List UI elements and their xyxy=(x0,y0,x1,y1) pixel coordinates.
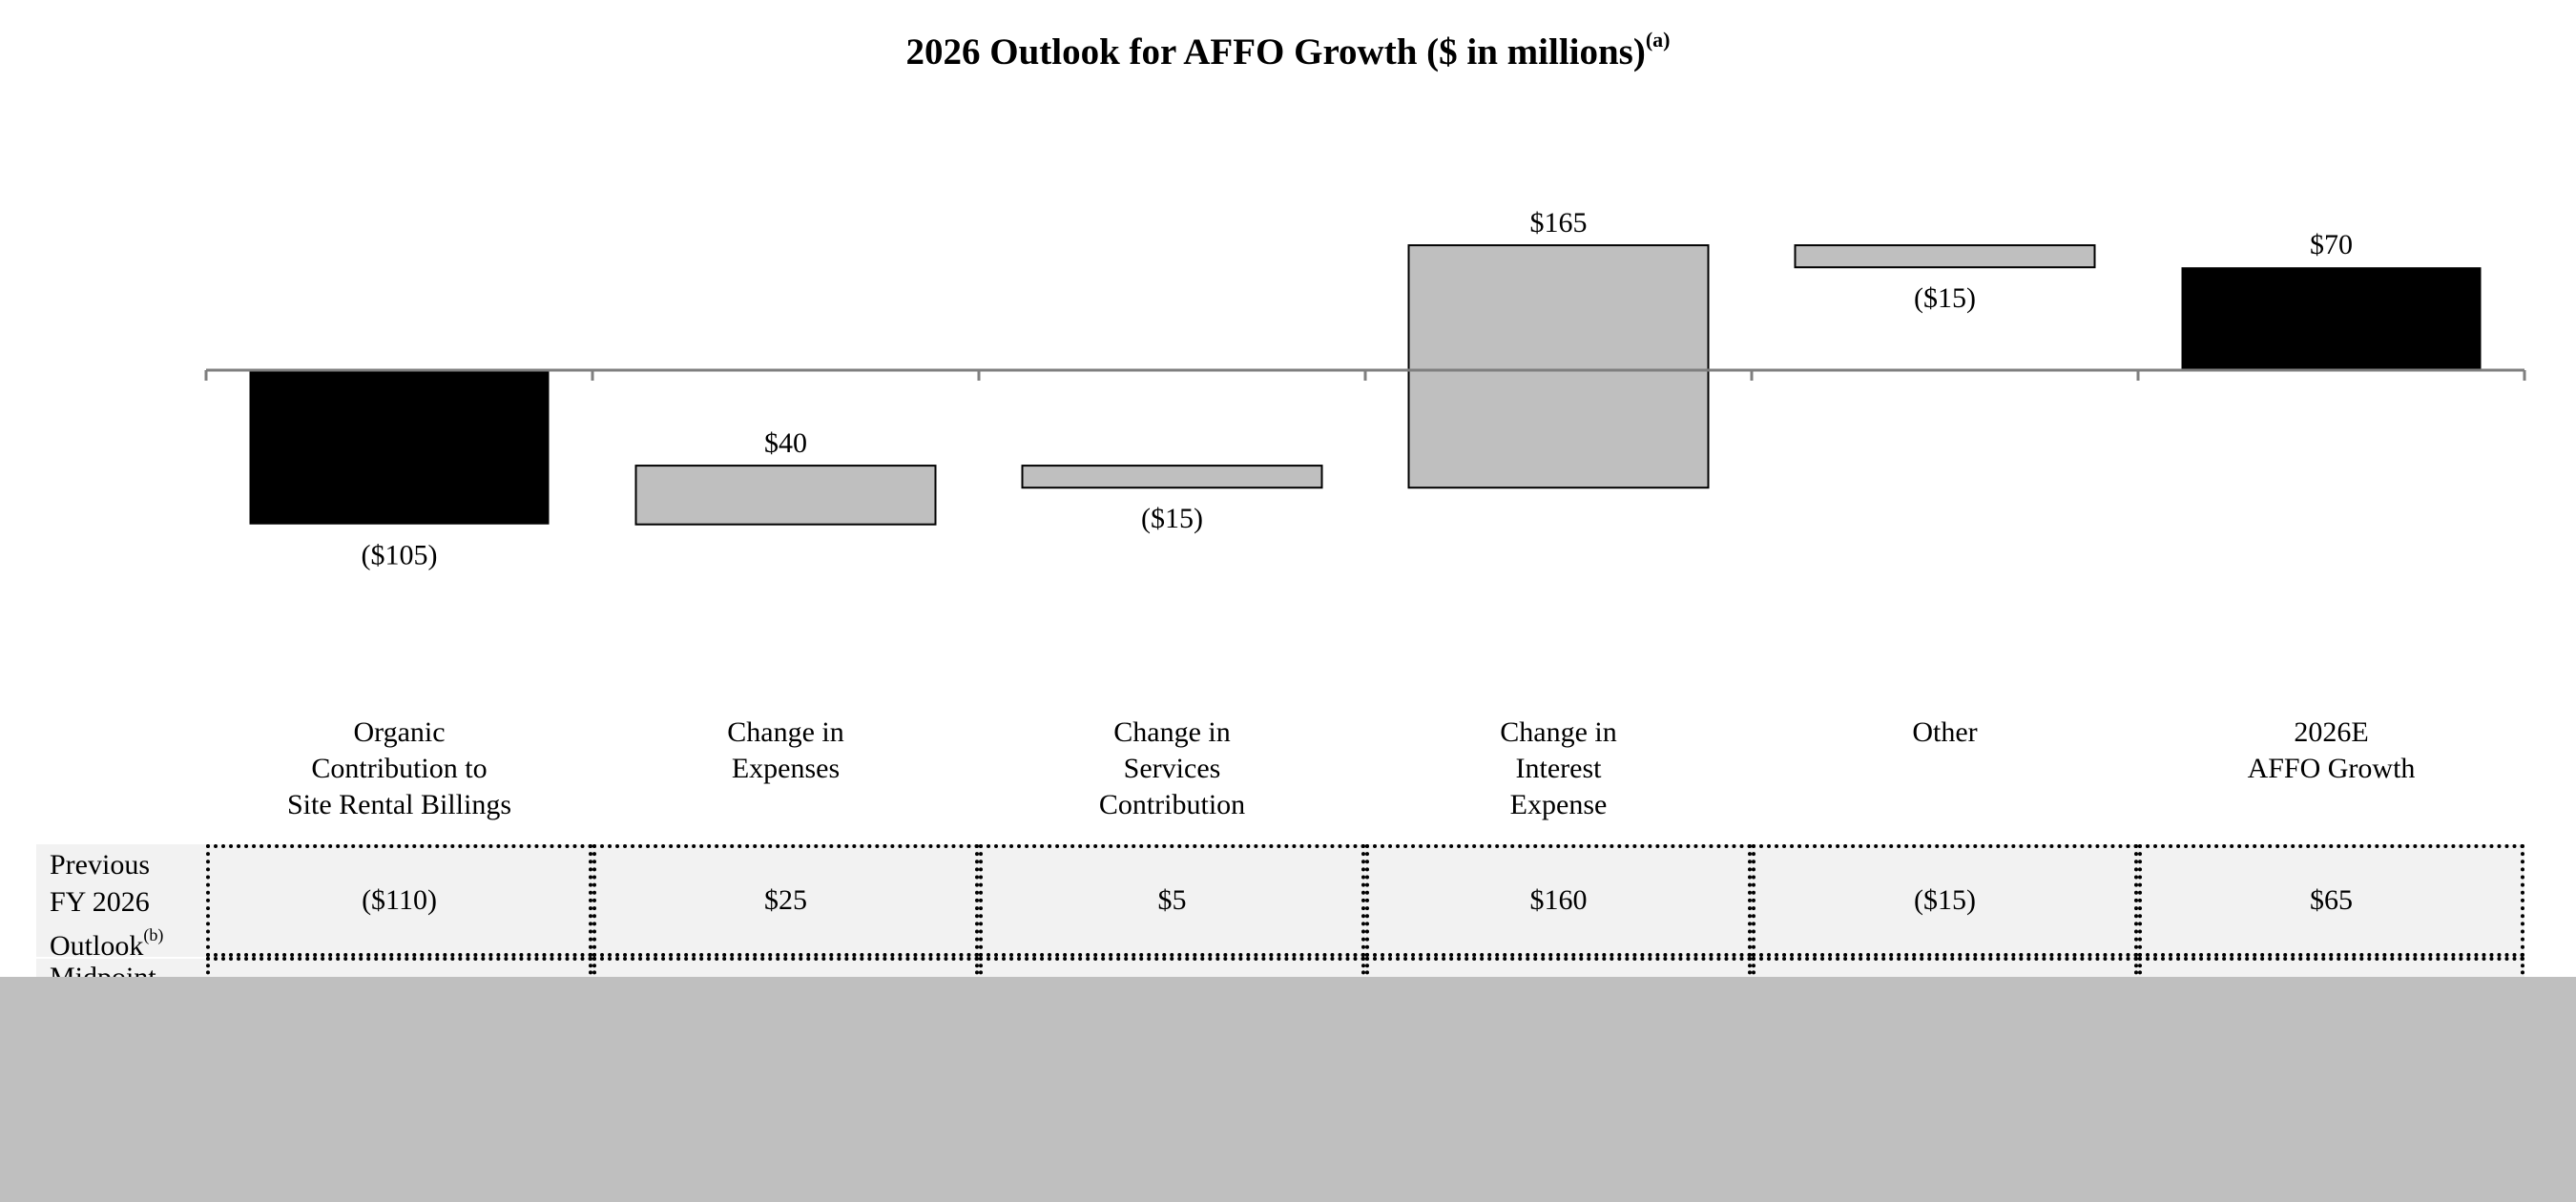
bar-4 xyxy=(1407,244,1710,489)
data-label-5: ($15) xyxy=(1914,282,1976,314)
chart-title: 2026 Outlook for AFFO Growth ($ in milli… xyxy=(0,21,2576,75)
data-label-4: $165 xyxy=(1530,207,1588,238)
bar-3 xyxy=(1021,465,1323,489)
chart-title-text: 2026 Outlook for AFFO Growth ($ in milli… xyxy=(905,31,1646,73)
previous-outlook-cell-5: ($15) xyxy=(1752,844,2138,957)
previous-outlook-cell-3: $5 xyxy=(979,844,1365,957)
bar-6 xyxy=(2181,267,2482,370)
category-label-5: Other xyxy=(1912,716,1978,748)
table-row-header-previous-outlook: Previous FY 2026 Outlook(b) xyxy=(36,844,206,962)
data-label-1: ($105) xyxy=(362,540,438,571)
category-label-3: Change in Services Contribution xyxy=(1098,716,1246,820)
category-label-6: 2026E AFFO Growth xyxy=(2247,716,2416,784)
row-header-text: Previous FY 2026 Outlook xyxy=(50,849,150,962)
previous-outlook-cell-6: $65 xyxy=(2138,844,2524,957)
previous-outlook-cell-1: ($110) xyxy=(206,844,592,957)
previous-outlook-cell-2: $25 xyxy=(592,844,979,957)
chart-title-footnote: (a) xyxy=(1645,28,1671,52)
data-label-6: $70 xyxy=(2310,229,2353,260)
grey-overlay xyxy=(0,977,2576,1202)
data-label-2: $40 xyxy=(764,427,807,459)
row-header-footnote: (b) xyxy=(143,925,164,944)
waterfall-chart: ($105) $40 ($15) $165 ($15) $70 xyxy=(204,207,2526,571)
bar-5 xyxy=(1794,244,2096,269)
category-label-2: Change in Expenses xyxy=(727,716,844,784)
category-label-4: Change in Interest Expense xyxy=(1500,716,1617,820)
bar-1 xyxy=(249,370,550,525)
bar-2 xyxy=(634,465,937,526)
data-label-3: ($15) xyxy=(1141,503,1203,534)
previous-outlook-cell-4: $160 xyxy=(1365,844,1752,957)
category-label-1: Organic Contribution to Site Rental Bill… xyxy=(286,716,511,820)
